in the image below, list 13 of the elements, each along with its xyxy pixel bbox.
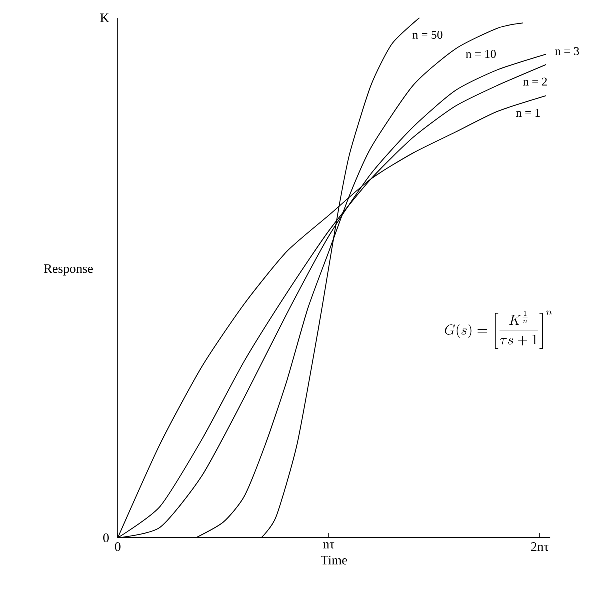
series-label: n = 2 [523,78,548,86]
annotation: $G(s) = \left[\frac{K^{\frac{1}{n}}}{\tau s + 1}\right]^{n}$ [445,310,552,350]
series-label: n = 50 [412,30,443,40]
series-label: n = 3 [555,47,580,56]
y-axis-title: Response [44,264,94,276]
x-tick-label: 2nτ [531,542,549,552]
x-tick-label: 0 [115,542,121,552]
series-label: n = 1 [516,109,540,117]
x-tick-label: nτ [323,542,335,549]
text: K [100,14,110,22]
x-axis-title: Time [321,556,348,565]
series-label: n = 10 [466,50,496,58]
text: 0 [104,534,109,542]
